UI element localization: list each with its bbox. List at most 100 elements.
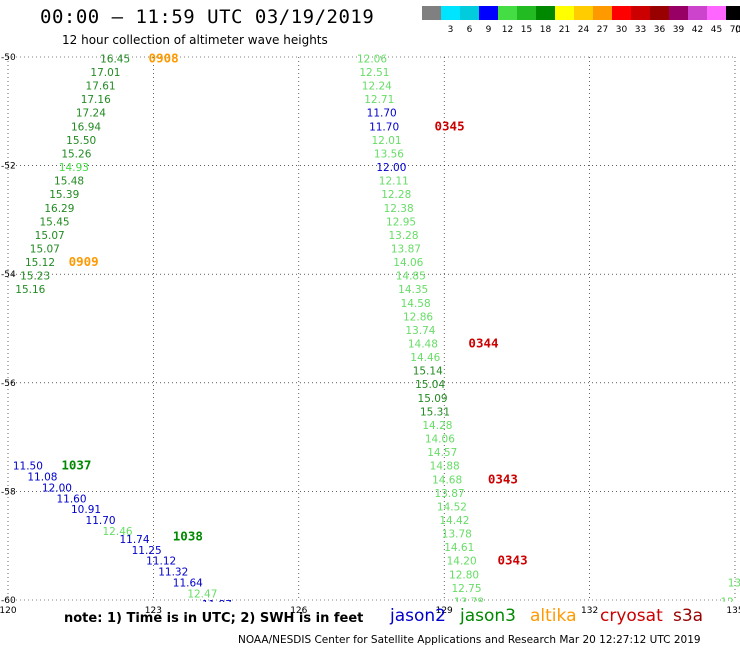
swh-value-altika: 15.07 xyxy=(30,243,60,255)
colorbar-swatch xyxy=(555,6,574,20)
colorbar-swatch xyxy=(707,6,726,20)
colorbar-swatch xyxy=(441,6,460,20)
lat-tick-label: -56 xyxy=(1,379,16,389)
swh-value-cryosat: 12.01 xyxy=(372,135,402,147)
colorbar-label: 24 xyxy=(578,25,590,35)
swh-value-jason2: 12.46 xyxy=(103,526,133,538)
swh-value-cryosat: 14.48 xyxy=(408,339,438,351)
swh-value-altika: 15.45 xyxy=(40,216,70,228)
swh-value-jason2: 11.70 xyxy=(86,515,116,527)
swh-value-jason2: 11.87 xyxy=(202,599,232,611)
lon-tick-label: 123 xyxy=(145,606,162,616)
swh-value-s3a: 13. xyxy=(728,577,740,589)
colorbar-swatch xyxy=(726,6,740,20)
swh-value-altika: 15.07 xyxy=(35,230,65,242)
swh-value-cryosat: 13.56 xyxy=(374,148,404,160)
colorbar-label: 3 xyxy=(448,25,454,35)
swh-value-altika: 17.01 xyxy=(90,67,120,79)
swh-value-jason2: 11.08 xyxy=(27,472,57,484)
swh-value-cryosat: 14.42 xyxy=(439,515,469,527)
swh-value-cryosat: 14.68 xyxy=(432,474,462,486)
swh-value-altika: 17.61 xyxy=(86,81,116,93)
swh-value-jason2: 11.74 xyxy=(119,534,149,546)
pass-time-label: 1037 xyxy=(61,458,91,473)
swh-value-cryosat: 12.80 xyxy=(449,569,479,581)
swh-value-jason2: 12.47 xyxy=(187,588,217,600)
pass-time-label: 0344 xyxy=(468,336,498,351)
swh-value-altika: 16.45 xyxy=(100,53,130,65)
lat-tick-label: -58 xyxy=(1,487,16,497)
swh-value-cryosat: 12.28 xyxy=(381,189,411,201)
colorbar-swatch xyxy=(593,6,612,20)
swh-value-s3a: 12. xyxy=(720,596,737,608)
swh-value-cryosat: 15.04 xyxy=(415,379,445,391)
swh-value-cryosat: 14.58 xyxy=(401,298,431,310)
swh-value-altika: 17.16 xyxy=(81,94,111,106)
swh-value-altika: 16.94 xyxy=(71,121,101,133)
swh-value-cryosat: 13.87 xyxy=(391,243,421,255)
pass-time-label: 1038 xyxy=(173,528,203,543)
swh-value-jason2: 11.25 xyxy=(132,545,162,557)
colorbar-label: 30 xyxy=(616,25,628,35)
swh-value-cryosat: 13.74 xyxy=(405,325,435,337)
swh-value-cryosat: 12.51 xyxy=(359,67,389,79)
swh-value-altika: 15.39 xyxy=(49,189,79,201)
swh-value-cryosat: 14.85 xyxy=(396,271,426,283)
swh-value-altika: 15.23 xyxy=(20,271,50,283)
swh-value-altika: 14.93 xyxy=(59,162,89,174)
lon-tick-label: 126 xyxy=(290,606,307,616)
swh-value-cryosat: 12.00 xyxy=(376,162,406,174)
page-subtitle: 12 hour collection of altimeter wave hei… xyxy=(62,33,328,47)
pass-time-label: 0908 xyxy=(149,50,179,65)
swh-value-cryosat: 11.70 xyxy=(367,108,397,120)
swh-value-cryosat: 14.35 xyxy=(398,284,428,296)
colorbar-swatch xyxy=(536,6,555,20)
swh-value-altika: 16.29 xyxy=(44,203,74,215)
colorbar-swatch xyxy=(631,6,650,20)
swh-value-altika: 15.48 xyxy=(54,176,84,188)
swh-value-cryosat: 15.14 xyxy=(413,366,443,378)
lon-tick-label: 135 xyxy=(726,606,740,616)
colorbar-swatch xyxy=(460,6,479,20)
swh-value-cryosat: 12.95 xyxy=(386,216,416,228)
pass-time-label: 0909 xyxy=(69,254,99,269)
swh-value-jason2: 11.12 xyxy=(146,556,176,568)
swh-value-cryosat: 13.28 xyxy=(388,230,418,242)
swh-value-altika: 15.26 xyxy=(61,148,91,160)
lon-tick-label: 120 xyxy=(0,606,17,616)
footer-note: note: 1) Time is in UTC; 2) SWH is in fe… xyxy=(64,611,364,626)
legend-cryosat: cryosat xyxy=(600,606,663,626)
colorbar-swatch xyxy=(612,6,631,20)
legend-jason2: jason2 xyxy=(390,606,446,626)
swh-value-cryosat: 13.87 xyxy=(435,488,465,500)
colorbar-label: 6 xyxy=(467,25,473,35)
swh-value-cryosat: 12.24 xyxy=(362,81,392,93)
footer-credit: NOAA/NESDIS Center for Satellite Applica… xyxy=(238,634,701,646)
colorbar-swatch xyxy=(688,6,707,20)
swh-value-cryosat: 15.31 xyxy=(420,406,450,418)
swh-value-cryosat: 14.20 xyxy=(447,556,477,568)
swh-value-jason2: 12.00 xyxy=(42,482,72,494)
swh-value-cryosat: 12.75 xyxy=(451,583,481,595)
swh-value-cryosat: 12.06 xyxy=(357,53,387,65)
colorbar-swatch xyxy=(479,6,498,20)
colorbar-label: 12 xyxy=(502,25,513,35)
pass-time-label: 0343 xyxy=(498,553,528,568)
legend-altika: altika xyxy=(530,606,577,626)
lat-tick-label: -54 xyxy=(1,270,16,280)
pass-time-label: 0343 xyxy=(488,471,518,486)
colorbar-swatch xyxy=(517,6,536,20)
swh-value-cryosat: 14.57 xyxy=(427,447,457,459)
colorbar-label: 39 xyxy=(673,25,685,35)
swh-value-altika: 17.24 xyxy=(76,108,106,120)
colorbar-label: 42 xyxy=(692,25,703,35)
lon-tick-label: 132 xyxy=(581,606,598,616)
swh-value-cryosat: 12.11 xyxy=(379,176,409,188)
colorbar-label: 27 xyxy=(597,25,608,35)
swh-value-cryosat: 13.78 xyxy=(442,529,472,541)
swh-value-altika: 15.16 xyxy=(15,284,45,296)
pass-time-label: 0345 xyxy=(435,118,465,133)
swh-value-cryosat: 12.86 xyxy=(403,311,433,323)
colorbar-swatch xyxy=(498,6,517,20)
